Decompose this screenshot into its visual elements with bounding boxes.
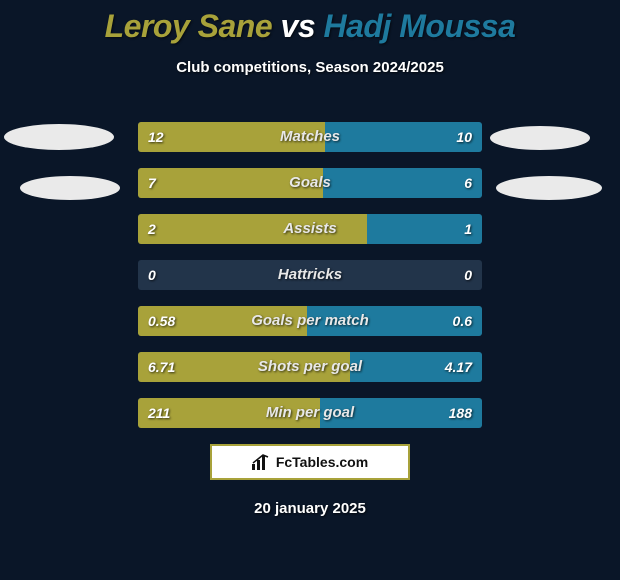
site-label: FcTables.com (276, 454, 368, 470)
decor-ellipse (4, 124, 114, 150)
stat-label: Matches (138, 122, 482, 152)
date-label: 20 january 2025 (0, 500, 620, 517)
vs-text: vs (281, 8, 316, 44)
stat-bar: 76Goals (138, 168, 482, 198)
decor-ellipse (20, 176, 120, 200)
site-badge[interactable]: FcTables.com (210, 444, 410, 480)
stat-label: Hattricks (138, 260, 482, 290)
stat-label: Assists (138, 214, 482, 244)
player2-name: Hadj Moussa (324, 8, 516, 44)
stat-bar: 21Assists (138, 214, 482, 244)
player1-name: Leroy Sane (105, 8, 273, 44)
stat-label: Shots per goal (138, 352, 482, 382)
chart-icon (252, 454, 270, 470)
subtitle: Club competitions, Season 2024/2025 (0, 59, 620, 76)
stat-bar: 211188Min per goal (138, 398, 482, 428)
stat-bar: 1210Matches (138, 122, 482, 152)
stat-bar: 6.714.17Shots per goal (138, 352, 482, 382)
decor-ellipse (490, 126, 590, 150)
stat-label: Goals per match (138, 306, 482, 336)
comparison-title: Leroy Sane vs Hadj Moussa (0, 0, 620, 45)
stat-bar: 00Hattricks (138, 260, 482, 290)
stat-label: Goals (138, 168, 482, 198)
decor-ellipse (496, 176, 602, 200)
stat-label: Min per goal (138, 398, 482, 428)
stats-container: 1210Matches 76Goals 21Assists 00Hattricks 0.… (138, 122, 482, 444)
stat-bar: 0.580.6Goals per match (138, 306, 482, 336)
